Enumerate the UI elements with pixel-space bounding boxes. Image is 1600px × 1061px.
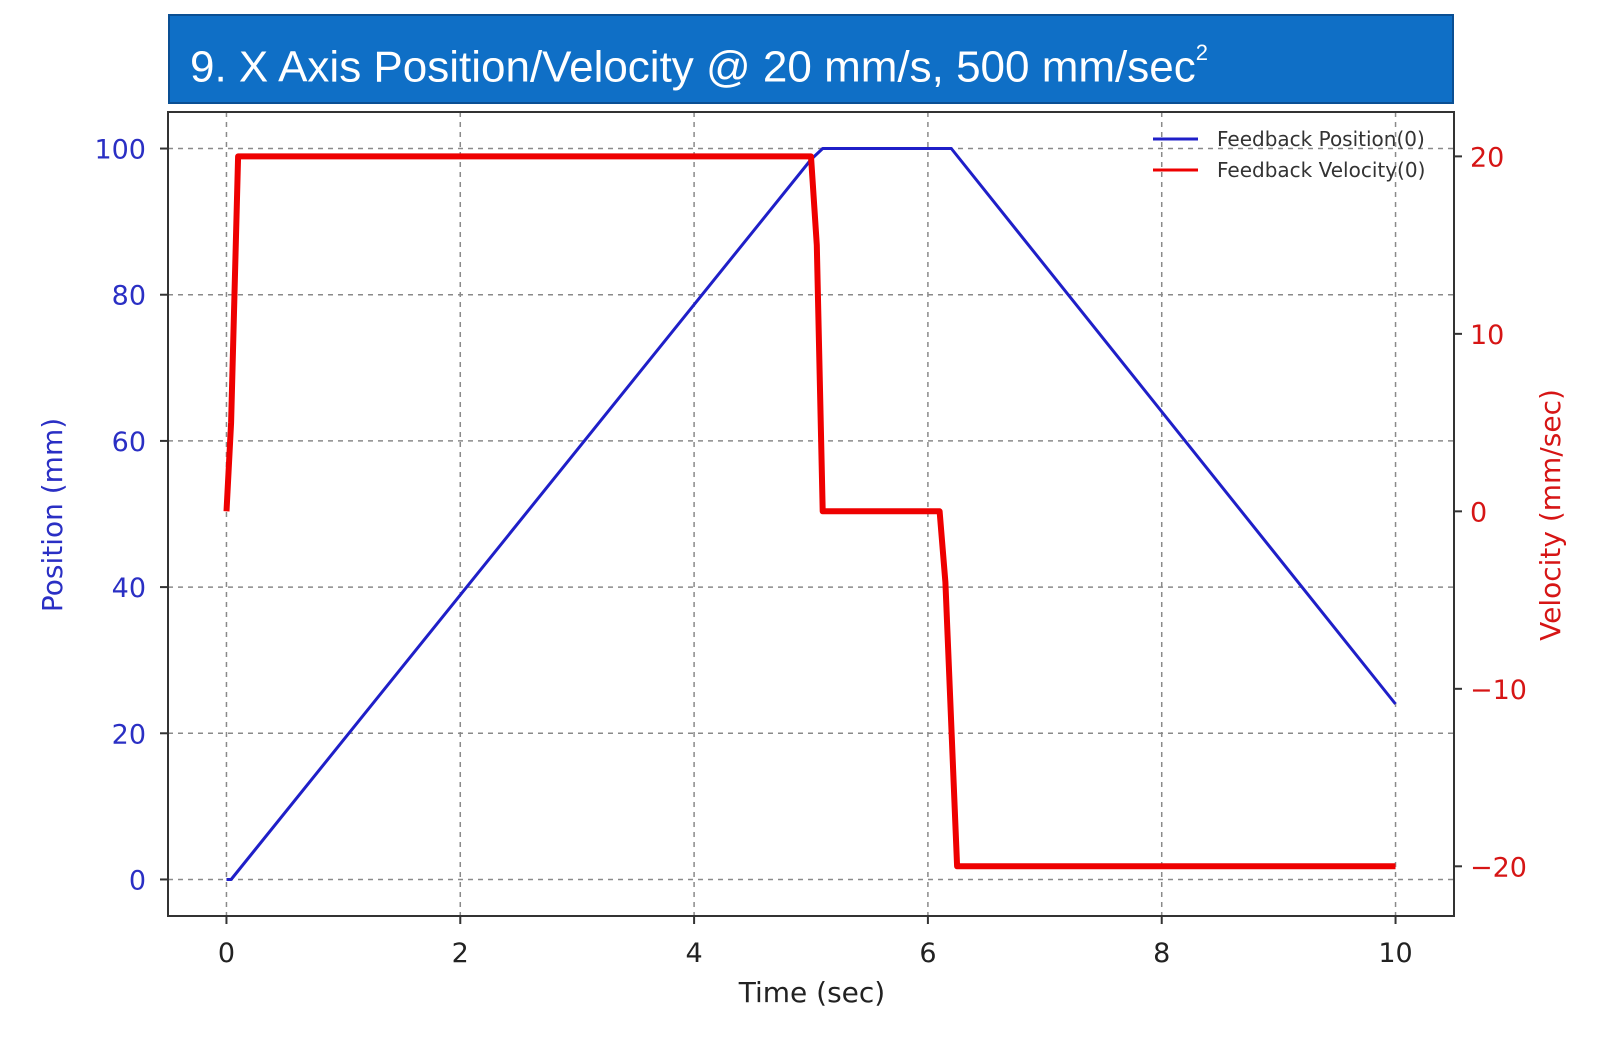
x-tick-label: 8 <box>1153 938 1170 969</box>
y-left-tick-label: 60 <box>112 427 146 458</box>
legend-position-label: Feedback Position(0) <box>1217 127 1425 151</box>
x-axis-label: Time (sec) <box>738 976 885 1009</box>
y-right-tick-label: −20 <box>1470 852 1527 883</box>
x-tick-label: 10 <box>1378 938 1412 969</box>
y-left-tick-label: 80 <box>112 281 146 312</box>
grid-lines <box>168 112 1454 916</box>
tick-marks <box>160 147 1462 924</box>
x-tick-label: 6 <box>919 938 936 969</box>
y-left-tick-label: 20 <box>112 719 146 750</box>
series-lines <box>223 147 1397 881</box>
x-tick-label: 2 <box>452 938 469 969</box>
legend: Feedback Position(0) Feedback Velocity(0… <box>1153 127 1425 182</box>
velocity-series-line <box>223 153 1396 870</box>
chart-title-superscript: 2 <box>1195 40 1208 65</box>
legend-velocity-label: Feedback Velocity(0) <box>1217 158 1425 182</box>
x-tick-label: 4 <box>685 938 702 969</box>
y-right-tick-label: 0 <box>1470 497 1487 528</box>
y-left-tick-label: 40 <box>112 573 146 604</box>
chart-title: 9. X Axis Position/Velocity @ 20 mm/s, 5… <box>190 42 1196 92</box>
position-series-line <box>226 147 1397 881</box>
plot-frame <box>167 111 1455 917</box>
y-left-tick-label: 0 <box>129 865 146 896</box>
y-right-tick-label: 10 <box>1470 320 1504 351</box>
y-right-tick-label: 20 <box>1470 142 1504 173</box>
y-left-axis-label: Position (mm) <box>36 418 69 612</box>
y-left-tick-label: 100 <box>94 135 146 166</box>
y-right-tick-label: −10 <box>1470 675 1527 706</box>
x-tick-label: 0 <box>218 938 235 969</box>
y-right-axis-label: Velocity (mm/sec) <box>1534 389 1567 641</box>
chart-title-banner: 9. X Axis Position/Velocity @ 20 mm/s, 5… <box>168 14 1454 104</box>
